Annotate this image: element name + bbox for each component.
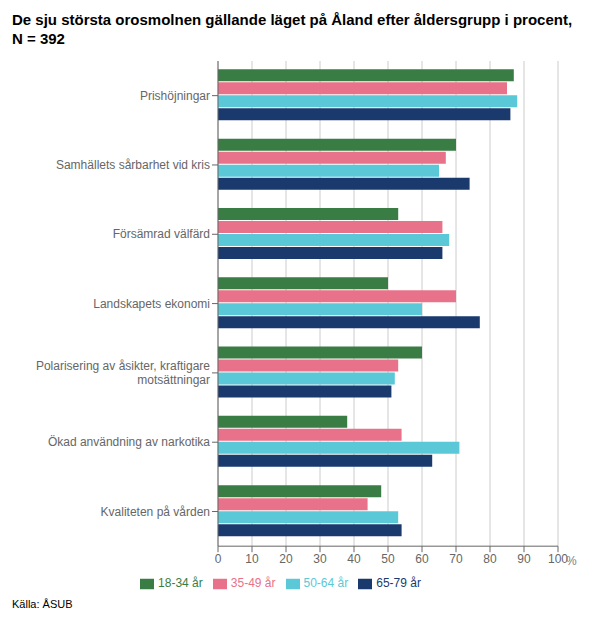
svg-text:20: 20 [279,552,293,566]
svg-text:Prishöjningar: Prishöjningar [140,89,210,103]
svg-text:%: % [566,554,577,568]
svg-text:Polarisering av åsikter, kraft: Polarisering av åsikter, kraftigaremotsä… [36,359,210,387]
svg-text:100: 100 [548,551,568,566]
svg-text:60: 60 [415,552,429,566]
svg-text:70: 70 [449,552,463,566]
svg-text:Samhällets sårbarhet vid kris: Samhällets sårbarhet vid kris [56,158,210,172]
svg-text:Kvaliteten på vården: Kvaliteten på vården [101,505,210,519]
html-text:18-34 år: 18-34 år [158,576,203,591]
svg-text:30: 30 [313,552,327,566]
svg-text:40: 40 [347,552,361,566]
html-text:65-79 år: 65-79 år [376,576,421,591]
svg-text:50: 50 [381,552,395,566]
svg-text:10: 10 [245,552,259,566]
svg-text:80: 80 [483,552,497,566]
html-text:35-49 år: 35-49 år [230,576,276,591]
html-text:De sju största orosmolnen gäll: De sju största orosmolnen gällande läget… [12,11,573,47]
svg-text:Landskapets ekonomi: Landskapets ekonomi [93,297,210,311]
svg-text:0: 0 [215,552,222,566]
html-text:50-64 år: 50-64 år [303,576,349,591]
svg-text:90: 90 [517,552,531,566]
svg-text:Ökad användning av narkotika: Ökad användning av narkotika [48,435,210,449]
svg-text:Försämrad välfärd: Försämrad välfärd [113,227,210,241]
html-text:Källa: ÅSUB: Källa: ÅSUB [12,598,73,610]
